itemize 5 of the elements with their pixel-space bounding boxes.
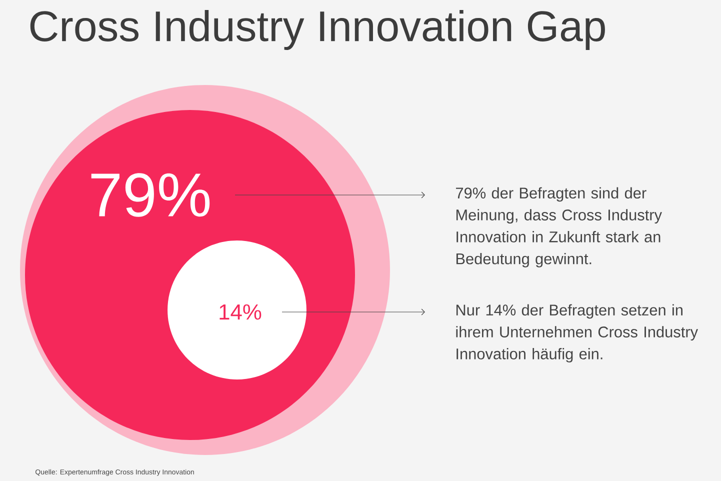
text: Nur 14% der Befragten setzen in ihrem Unternehmen Cross Industry Innovation häufig ein. <box>456 304 698 362</box>
text: 79% der Befragten sind der Meinung, dass Cross Industry Innovation in Zukunft stark an Bedeutung gewinnt. <box>456 187 662 268</box>
data-label: 14% <box>220 304 262 320</box>
data-label: 79% <box>91 173 210 217</box>
text: Cross Industry Innovation Gap <box>30 10 605 50</box>
